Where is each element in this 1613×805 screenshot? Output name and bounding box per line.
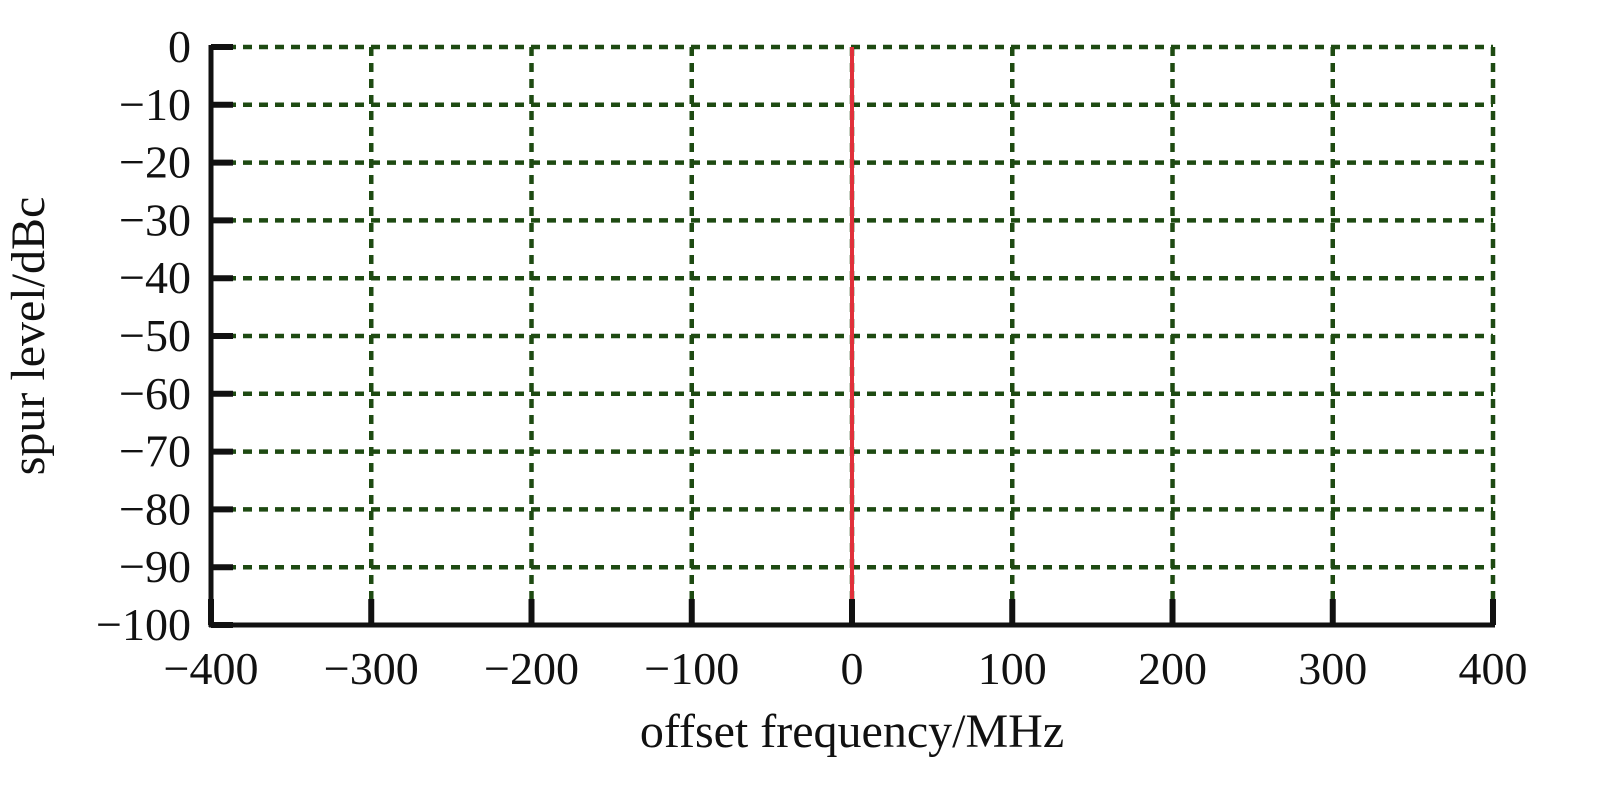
x-tick-label-3: −100 bbox=[644, 643, 739, 694]
x-tick-label-0: −400 bbox=[164, 643, 259, 694]
y-tick-label-5: −50 bbox=[119, 310, 191, 361]
y-tick-label-9: −90 bbox=[119, 541, 191, 592]
y-axis-label: spur level/dBc bbox=[2, 197, 55, 476]
y-tick-label-10: −100 bbox=[96, 599, 191, 650]
x-tick-label-2: −200 bbox=[484, 643, 579, 694]
y-tick-label-6: −60 bbox=[119, 368, 191, 419]
y-tick-label-0: 0 bbox=[168, 21, 191, 72]
y-tick-label-3: −30 bbox=[119, 194, 191, 245]
x-axis-label: offset frequency/MHz bbox=[640, 705, 1064, 758]
x-tick-label-1: −300 bbox=[324, 643, 419, 694]
x-tick-label-4: 0 bbox=[841, 643, 864, 694]
y-tick-label-7: −70 bbox=[119, 426, 191, 477]
y-tick-label-2: −20 bbox=[119, 137, 191, 188]
tick-labels: 0−10−20−30−40−50−60−70−80−90−100−400 −300… bbox=[96, 21, 1527, 694]
y-tick-label-8: −80 bbox=[119, 483, 191, 534]
x-tick-label-5: 100 bbox=[978, 643, 1047, 694]
x-tick-label-6: 200 bbox=[1138, 643, 1207, 694]
y-tick-label-1: −10 bbox=[119, 79, 191, 130]
y-tick-label-4: −40 bbox=[119, 252, 191, 303]
x-tick-label-8: 400 bbox=[1459, 643, 1528, 694]
x-tick-label-7: 300 bbox=[1298, 643, 1367, 694]
tick-marks bbox=[208, 44, 1496, 628]
